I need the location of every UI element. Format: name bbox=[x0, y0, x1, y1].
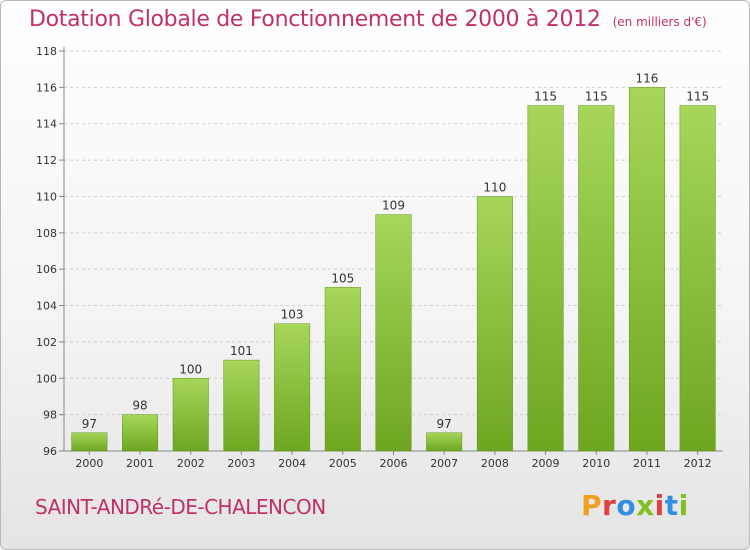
bar bbox=[527, 105, 564, 452]
x-tick-label: 2007 bbox=[430, 457, 458, 470]
y-tick-label: 100 bbox=[36, 372, 57, 385]
bar bbox=[375, 214, 412, 452]
y-tick-label: 98 bbox=[43, 409, 57, 422]
y-tick-label: 114 bbox=[36, 118, 57, 131]
bar bbox=[122, 414, 159, 452]
bar bbox=[274, 323, 311, 452]
x-tick-label: 2001 bbox=[126, 457, 154, 470]
bar-value-label: 100 bbox=[179, 362, 202, 376]
town-name: SAINT-ANDRé-DE-CHALENCON bbox=[35, 495, 326, 519]
x-tick-label: 2010 bbox=[582, 457, 610, 470]
bar bbox=[578, 105, 615, 452]
x-tick-label: 2012 bbox=[684, 457, 712, 470]
bar bbox=[223, 359, 260, 452]
y-tick-label: 104 bbox=[36, 300, 57, 313]
x-tick-label: 2002 bbox=[177, 457, 205, 470]
bar bbox=[71, 432, 108, 452]
bar bbox=[679, 105, 716, 452]
bar-value-label: 116 bbox=[636, 71, 659, 85]
bar bbox=[324, 287, 361, 452]
y-tick-label: 116 bbox=[36, 81, 57, 94]
bar bbox=[628, 87, 665, 452]
chart-title-text: Dotation Globale de Fonctionnement de 20… bbox=[29, 7, 601, 32]
bar bbox=[476, 196, 513, 452]
bar-value-label: 110 bbox=[483, 180, 506, 194]
proxiti-logo: Proxiti bbox=[581, 489, 689, 522]
bar-value-label: 101 bbox=[230, 344, 253, 358]
x-tick-label: 2005 bbox=[329, 457, 357, 470]
bar bbox=[426, 432, 463, 452]
x-tick-label: 2000 bbox=[75, 457, 103, 470]
x-tick-label: 2008 bbox=[481, 457, 509, 470]
y-tick-label: 112 bbox=[36, 154, 57, 167]
x-tick-label: 2011 bbox=[633, 457, 661, 470]
logo-letter: o bbox=[616, 489, 637, 522]
x-tick-label: 2004 bbox=[278, 457, 306, 470]
logo-letter: x bbox=[636, 489, 655, 522]
bar-value-label: 115 bbox=[585, 90, 608, 104]
logo-letter: t bbox=[664, 489, 679, 522]
chart-title: Dotation Globale de Fonctionnement de 20… bbox=[29, 7, 707, 32]
x-tick-label: 2009 bbox=[532, 457, 560, 470]
y-tick-label: 108 bbox=[36, 227, 57, 240]
y-tick-label: 106 bbox=[36, 263, 57, 276]
bar-value-label: 97 bbox=[437, 417, 452, 431]
bar-value-label: 115 bbox=[534, 90, 557, 104]
x-tick-label: 2006 bbox=[380, 457, 408, 470]
x-tick-label: 2003 bbox=[227, 457, 255, 470]
logo-letter: i bbox=[654, 489, 665, 522]
bar-value-label: 103 bbox=[281, 308, 304, 322]
y-tick-label: 110 bbox=[36, 190, 57, 203]
bar-value-label: 97 bbox=[82, 417, 97, 431]
y-tick-label: 96 bbox=[43, 445, 57, 458]
bar-value-label: 115 bbox=[686, 90, 709, 104]
logo-letter: i bbox=[678, 489, 689, 522]
bar-value-label: 98 bbox=[132, 399, 147, 413]
logo-letter: r bbox=[602, 489, 617, 522]
chart-subtitle: (en milliers d'€) bbox=[612, 15, 707, 29]
bar-value-label: 105 bbox=[331, 271, 354, 285]
logo-letter: P bbox=[581, 489, 603, 522]
y-tick-label: 102 bbox=[36, 336, 57, 349]
bar bbox=[172, 378, 209, 452]
y-tick-label: 118 bbox=[36, 45, 57, 58]
bar-value-label: 109 bbox=[382, 199, 405, 213]
